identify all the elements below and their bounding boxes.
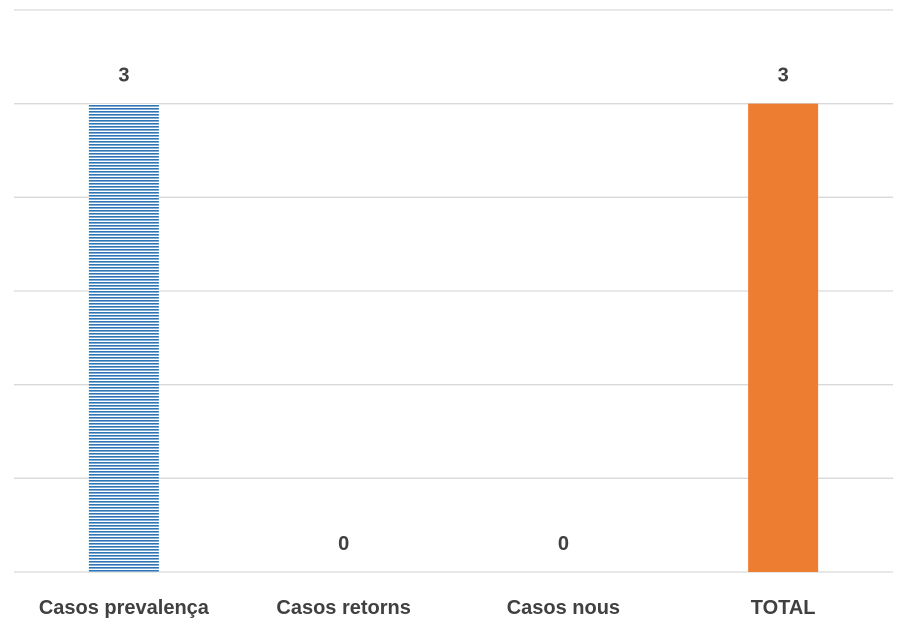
- bar-1: [88, 103, 159, 573]
- x-tick-label: TOTAL: [751, 597, 816, 619]
- category-tick-labels: Casos prevalença Casos retorns Casos nous T…: [39, 597, 816, 619]
- data-labels: 3 0 0 3: [118, 65, 788, 555]
- x-tick-label: Casos retorns: [276, 597, 411, 619]
- data-label: 3: [778, 65, 789, 87]
- x-tick-label: Casos prevalença: [39, 597, 210, 619]
- data-label: 0: [558, 533, 569, 555]
- bar-4: [748, 103, 819, 573]
- gridlines: [14, 9, 893, 573]
- data-label: 3: [118, 65, 129, 87]
- bars: [88, 103, 819, 573]
- x-tick-label: Casos nous: [507, 597, 620, 619]
- data-label: 0: [338, 533, 349, 555]
